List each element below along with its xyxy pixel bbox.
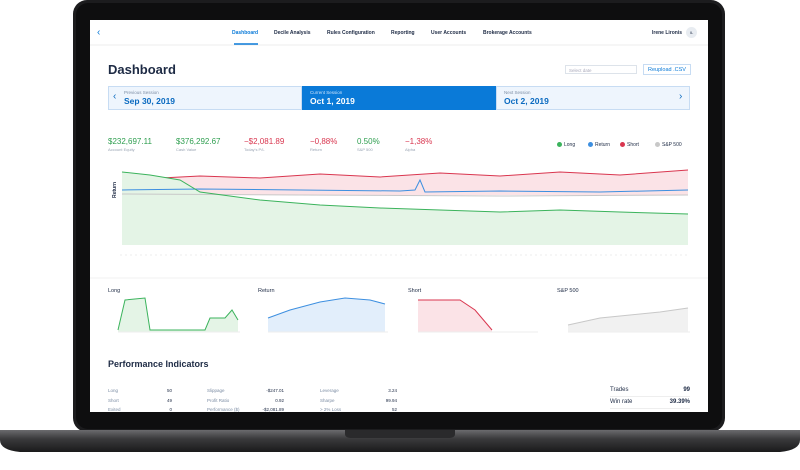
legend-label: Short — [627, 142, 639, 148]
indicator-label: Short — [108, 397, 119, 403]
indicator-label: > 2% Loss — [320, 407, 342, 412]
summary-value: 39.39% — [669, 399, 690, 405]
avatar[interactable]: IL — [686, 27, 697, 38]
stat-label: S&P 500 — [357, 147, 373, 152]
summary-value: 99 — [683, 387, 690, 393]
nav-link[interactable]: Dashboard — [232, 30, 259, 36]
nav-link[interactable]: User Accounts — [431, 30, 467, 36]
mini-short-area — [418, 300, 492, 332]
y-axis-label: Return — [112, 181, 118, 198]
short-line — [121, 169, 689, 181]
legend-label: S&P 500 — [662, 142, 682, 148]
mini-long-line — [117, 297, 239, 331]
date-input[interactable]: Select date — [565, 65, 637, 74]
summary-divider — [610, 396, 690, 397]
stat-label: Alpha — [405, 147, 416, 152]
back-button[interactable]: ‹ — [97, 27, 101, 38]
stat-value: 0.50% — [357, 137, 380, 146]
session-label: Current Session — [310, 90, 343, 95]
page-title: Dashboard — [108, 62, 176, 77]
stat-value: $376,292.67 — [176, 137, 221, 146]
legend-dot — [655, 142, 660, 147]
session-label: Next Session — [504, 90, 531, 95]
prev-arrow[interactable]: ‹ — [113, 91, 117, 102]
summary-label: Win rate — [610, 399, 633, 405]
indicator-value: 52 — [391, 407, 397, 412]
indicator-value: 49 — [166, 397, 172, 403]
session-label: Previous Session — [124, 90, 159, 95]
long-line — [121, 171, 689, 215]
stat-label: Cash Value — [176, 147, 197, 152]
indicator-value: 3.24 — [388, 388, 397, 393]
section-title: Performance Indicators — [108, 359, 209, 369]
stat-label: Account Equity — [108, 147, 135, 152]
mini-sp500-line — [567, 307, 689, 326]
sp500-line — [121, 193, 689, 197]
mini-chart-title: Short — [408, 288, 422, 294]
session-date: Oct 2, 2019 — [504, 96, 549, 106]
summary-divider — [610, 408, 690, 409]
indicator-label: Long — [108, 388, 119, 393]
user-name[interactable]: Irene Lironis — [652, 30, 683, 36]
stat-value: $232,697.11 — [108, 137, 152, 146]
return-line — [121, 178, 689, 193]
indicator-label: Performance ($) — [207, 407, 240, 412]
session-card[interactable] — [302, 86, 496, 110]
legend-dot — [557, 142, 562, 147]
nav-link[interactable]: Decile Analysis — [274, 30, 311, 36]
indicator-value: 0 — [169, 407, 172, 412]
session-date: Oct 1, 2019 — [310, 96, 355, 106]
indicator-label: Sharpe — [320, 397, 335, 403]
indicator-value: 99.94 — [385, 397, 397, 403]
legend-label: Long — [564, 142, 576, 148]
stat-value: −0,88% — [310, 137, 338, 146]
legend-label: Return — [595, 142, 611, 148]
mini-short-line — [418, 299, 493, 331]
upload-button[interactable]: Reupload .CSV — [643, 64, 691, 75]
indicator-label: Leverage — [320, 388, 339, 393]
stat-value: −1,38% — [405, 137, 433, 146]
long-area — [122, 172, 688, 245]
indicator-label: Exited — [108, 407, 121, 412]
mini-chart-title: S&P 500 — [557, 288, 579, 294]
next-arrow[interactable]: › — [679, 91, 683, 102]
mini-return-line — [267, 297, 386, 319]
indicator-value: -$2,081.89 — [262, 407, 284, 412]
charts — [90, 43, 708, 333]
mini-return-area — [268, 298, 385, 332]
session-card[interactable] — [108, 86, 302, 110]
session-card[interactable] — [496, 86, 690, 110]
nav-link[interactable]: Rules Configuration — [327, 30, 375, 36]
ui: ‹ Dashboard Select date Reupload .CSV Re… — [90, 20, 708, 412]
nav-link[interactable]: Reporting — [391, 30, 415, 36]
mini-chart-title: Return — [258, 288, 275, 294]
indicator-value: -$247.01 — [266, 388, 284, 393]
screen: ‹ Dashboard Select date Reupload .CSV Re… — [90, 20, 708, 412]
stat-label: Return — [310, 147, 323, 152]
stat-value: −$2,081.89 — [244, 137, 285, 146]
stat-label: Today's P/L — [244, 147, 265, 152]
summary-label: Trades — [610, 387, 629, 393]
date-placeholder: Select date — [569, 68, 592, 73]
nav-link[interactable]: Brokerage Accounts — [483, 30, 532, 36]
session-date: Sep 30, 2019 — [124, 96, 176, 106]
indicator-label: Profit Ratio — [207, 397, 230, 403]
mini-chart-title: Long — [108, 288, 121, 294]
short-area — [122, 170, 688, 195]
indicator-label: Slippage — [207, 388, 225, 393]
mini-sp500-area — [568, 308, 688, 332]
indicator-value: 0.92 — [275, 397, 284, 403]
legend-dot — [588, 142, 593, 147]
indicator-value: 50 — [166, 388, 172, 393]
legend-dot — [620, 142, 625, 147]
